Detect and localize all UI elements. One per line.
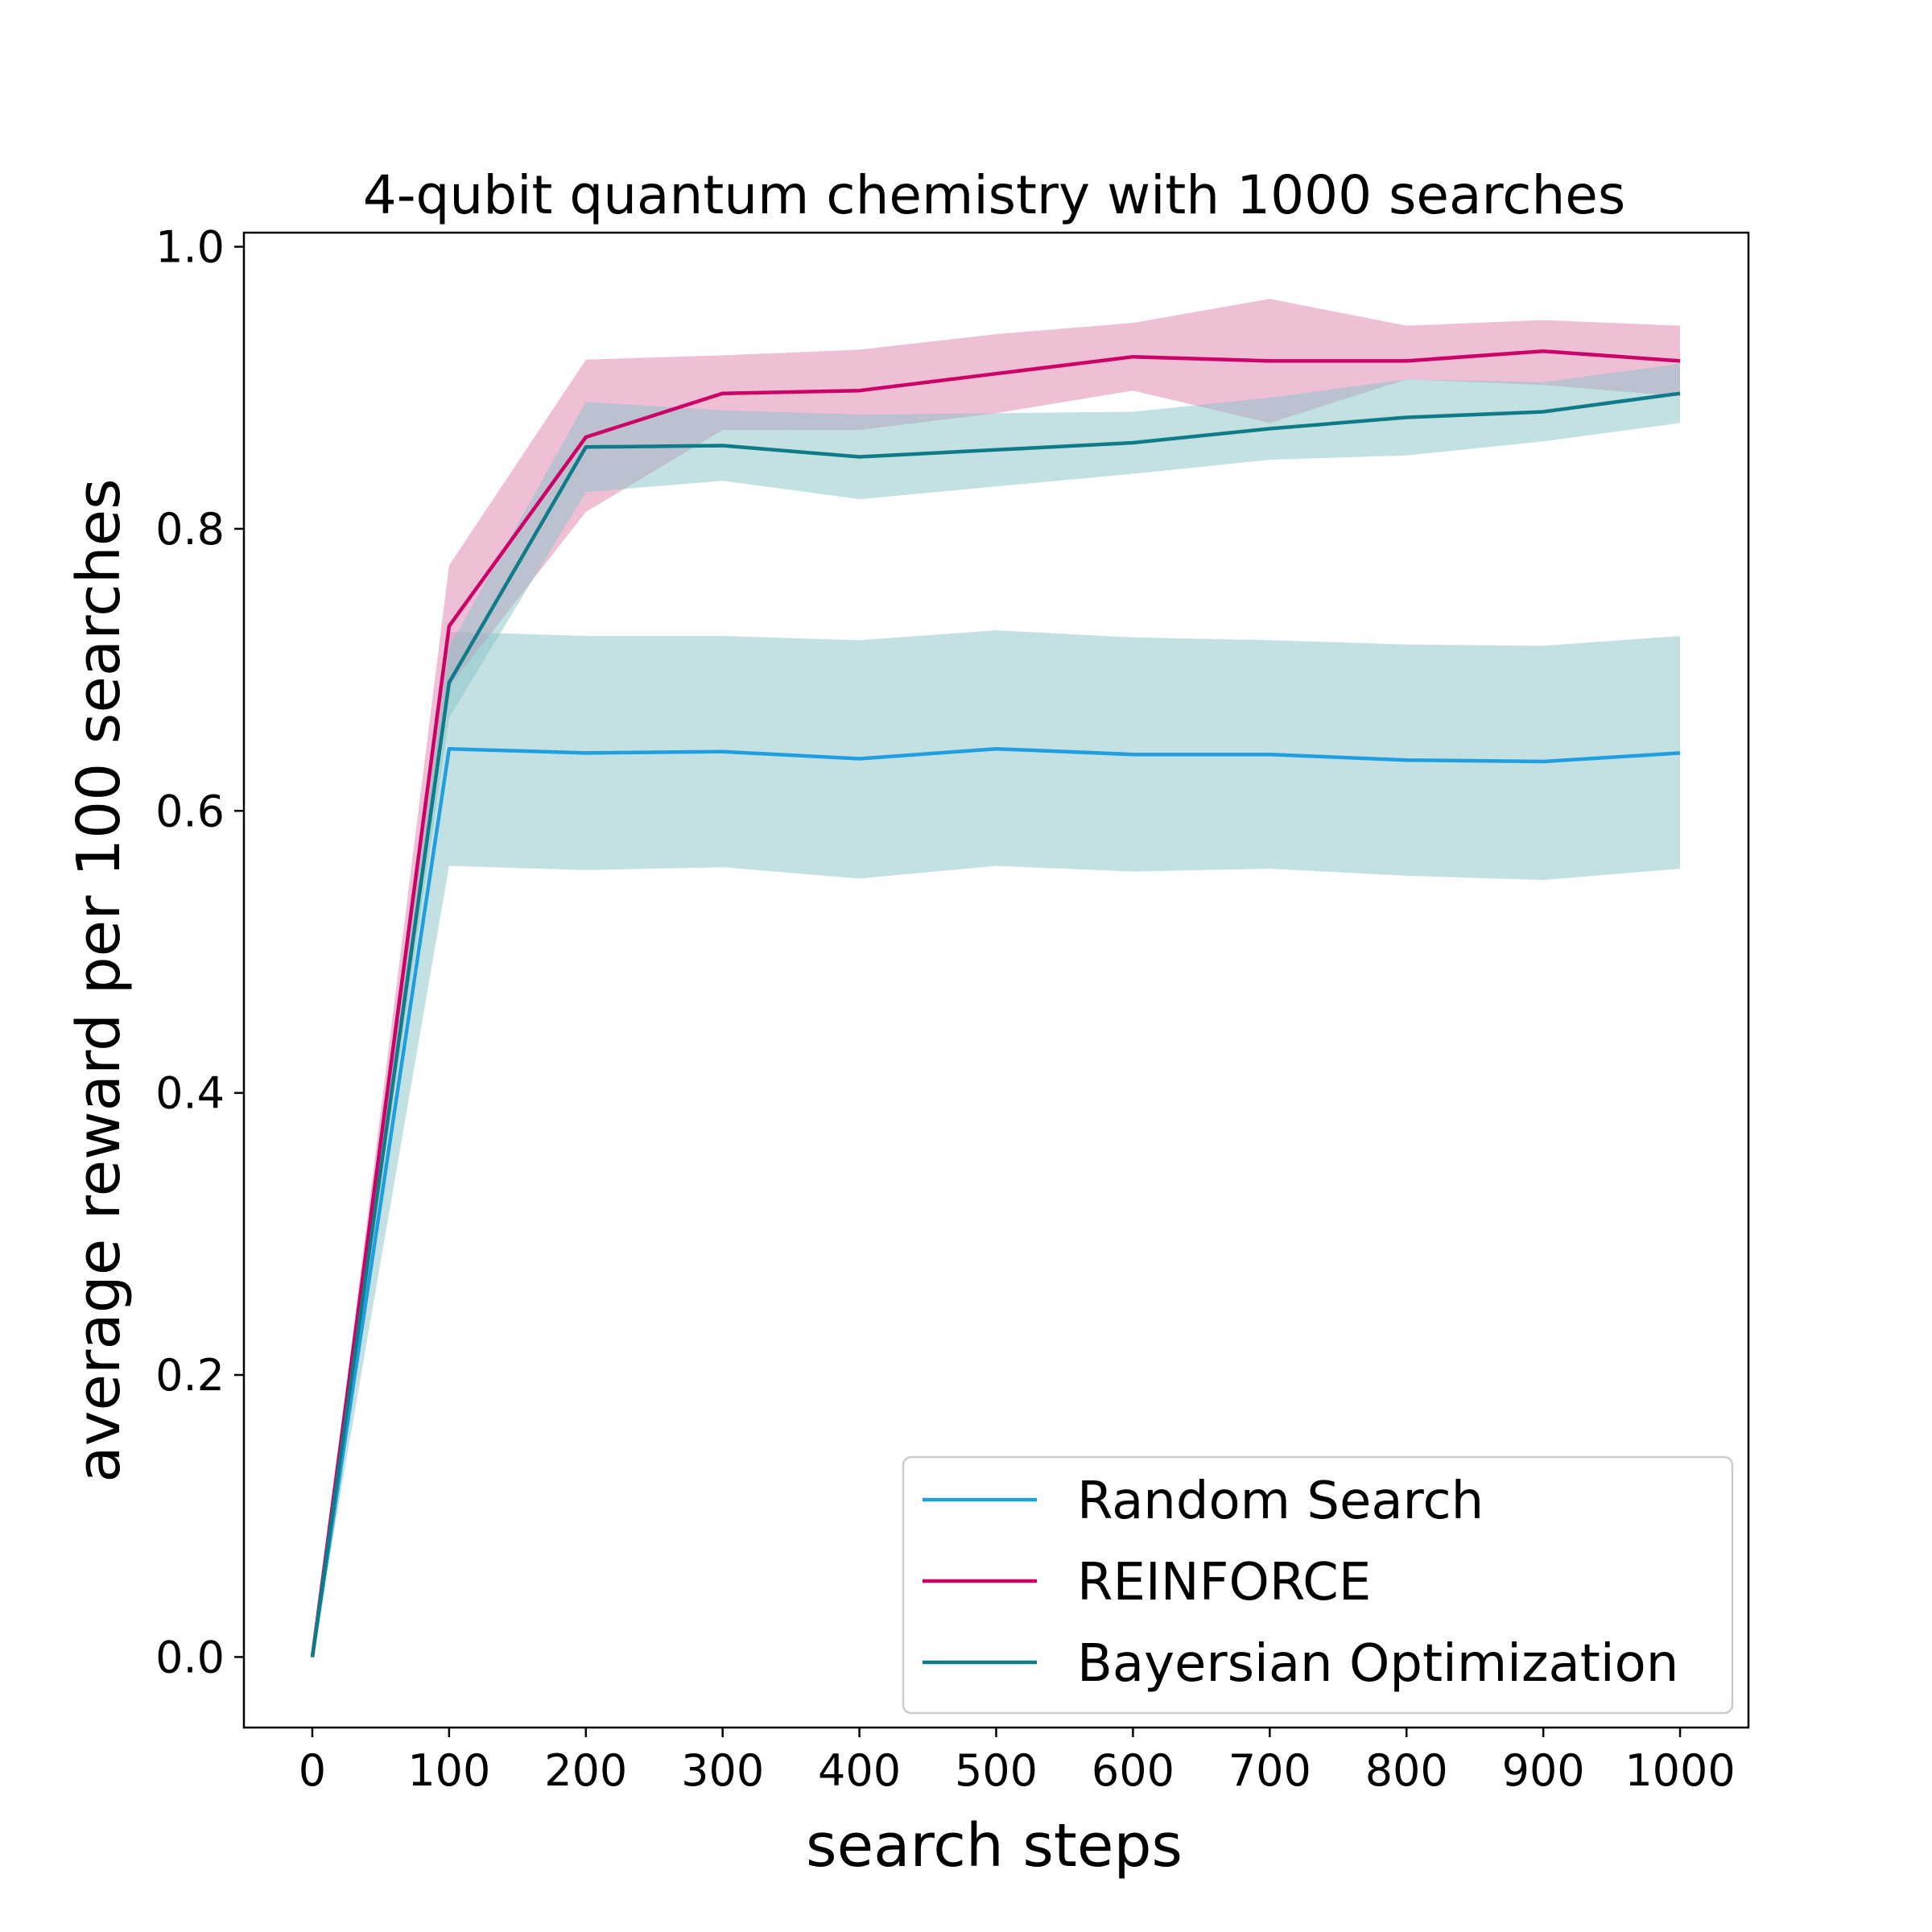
legend-box <box>902 1455 1734 1715</box>
x-tick-label: 200 <box>544 1745 627 1796</box>
x-tick-label: 500 <box>955 1745 1038 1796</box>
line-random-search <box>310 746 1681 1657</box>
legend: Random Search REINFORCE Bayersian Optimiza… <box>902 1455 1734 1715</box>
x-tick-label: 600 <box>1092 1745 1174 1796</box>
x-tick-label: 400 <box>818 1745 901 1796</box>
legend-label-bayersian-optimization: Bayersian Optimization <box>1077 1634 1678 1694</box>
x-tick-label: 1000 <box>1624 1745 1735 1796</box>
confidence-bands <box>312 299 1680 1657</box>
y-tick-label: 1.0 <box>155 222 225 273</box>
x-axis-label: search steps <box>806 1811 1183 1880</box>
x-tick-label: 900 <box>1502 1745 1585 1796</box>
y-tick-label: 0.6 <box>155 786 225 836</box>
x-axis-ticks: 0 100 200 300 400 500 600 700 800 900 1000 <box>299 1728 1736 1796</box>
y-tick-label: 0.0 <box>155 1632 225 1682</box>
legend-label-random-search: Random Search <box>1077 1472 1484 1531</box>
x-tick-label: 300 <box>681 1745 764 1796</box>
legend-label-reinforce: REINFORCE <box>1077 1553 1371 1612</box>
line-reinforce <box>310 349 1681 1657</box>
y-axis-label: average reward per 100 searches <box>64 478 134 1482</box>
y-tick-label: 0.4 <box>155 1068 225 1119</box>
y-axis-ticks: 0.0 0.2 0.4 0.6 0.8 1.0 <box>155 222 244 1682</box>
x-tick-label: 0 <box>299 1745 326 1796</box>
x-tick-label: 800 <box>1365 1745 1448 1796</box>
y-tick-label: 0.2 <box>155 1350 225 1401</box>
chart-title: 4-qubit quantum chemistry with 1000 sear… <box>363 164 1626 226</box>
x-tick-label: 700 <box>1228 1745 1311 1796</box>
y-tick-label: 0.8 <box>155 504 225 555</box>
line-bayersian-optimization <box>310 391 1681 1657</box>
x-tick-label: 100 <box>407 1745 490 1796</box>
band-random-search <box>312 630 1680 1657</box>
series-lines <box>310 349 1681 1657</box>
